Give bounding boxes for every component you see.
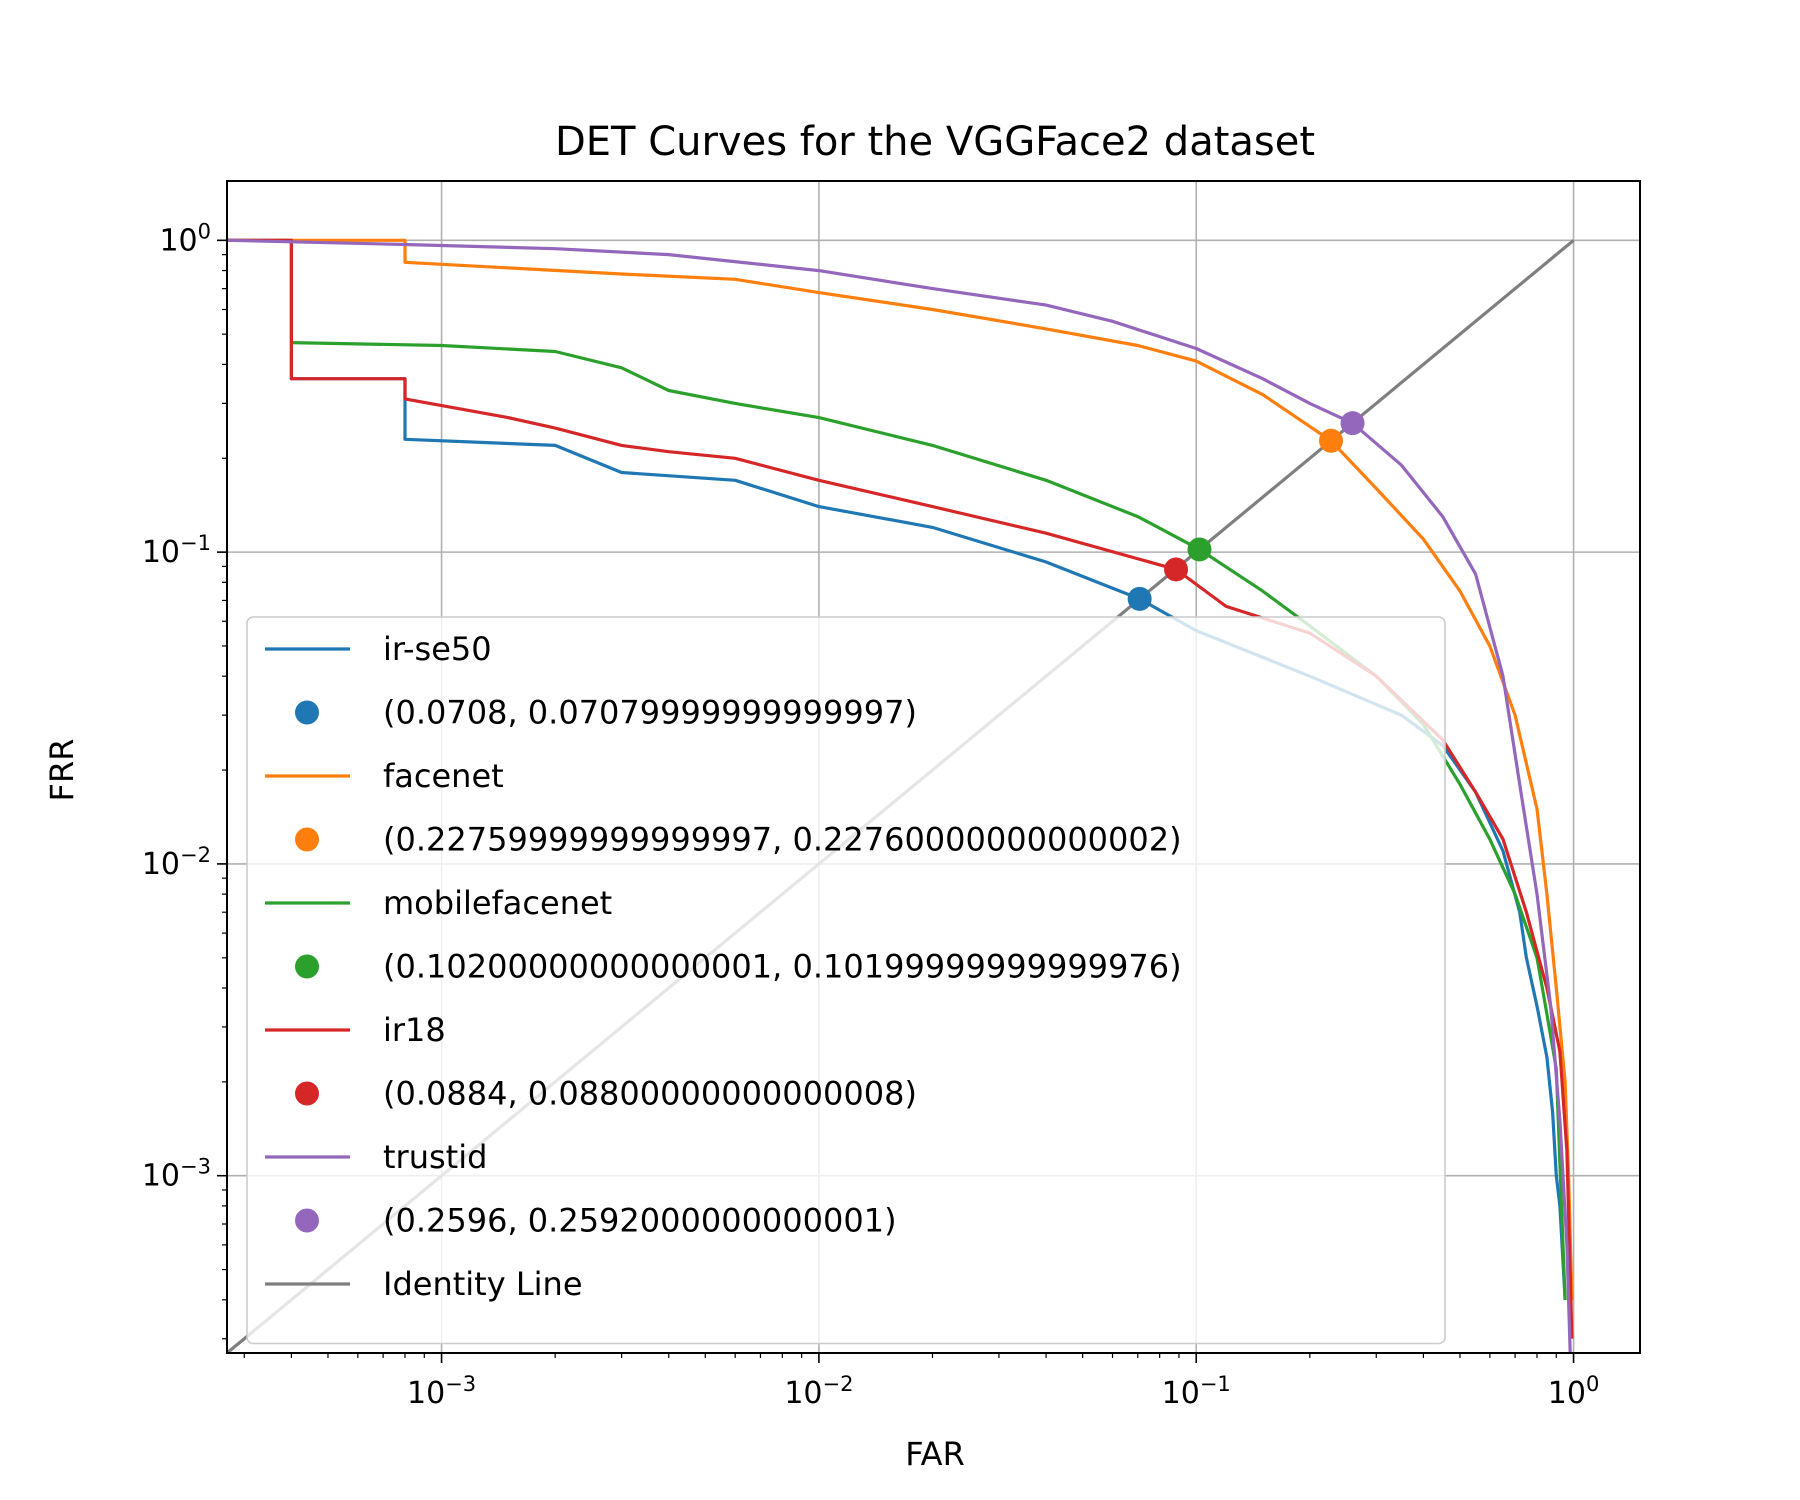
y-axis-label: FRR [43, 739, 81, 802]
legend-label: mobilefacenet [383, 884, 612, 922]
series-line-mobilefacenet [291, 341, 1567, 1300]
legend-label: ir-se50 [383, 630, 492, 668]
x-tick-label: 10−3 [407, 1372, 476, 1411]
legend-marker-swatch [295, 954, 319, 979]
legend-box [246, 616, 1446, 1345]
legend-label: (0.0884, 0.08800000000000008) [383, 1075, 917, 1113]
chart-title: DET Curves for the VGGFace2 dataset [555, 119, 1315, 165]
legend-label: ir18 [383, 1011, 446, 1049]
legend: ir-se50 (0.0708, 0.07079999999999997) face… [246, 616, 1446, 1345]
legend-marker-swatch [295, 827, 319, 852]
legend-marker-swatch [295, 700, 319, 725]
y-tick-label: 10−2 [142, 843, 211, 882]
legend-label: (0.0708, 0.07079999999999997) [383, 694, 917, 732]
legend-label: Identity Line [383, 1265, 583, 1303]
y-tick-label: 100 [159, 219, 211, 258]
legend-label: (0.2596, 0.2592000000000001) [383, 1202, 897, 1240]
legend-marker-swatch [295, 1081, 319, 1106]
ticks-layer: 10−3 10−2 10−1 100 10−3 10−2 10−1 100 [142, 219, 1599, 1411]
eer-point [1164, 557, 1189, 582]
legend-label: facenet [383, 757, 504, 795]
x-tick-label: 10−1 [1162, 1372, 1231, 1411]
legend-label: trustid [383, 1138, 487, 1176]
plot-frame [226, 180, 1641, 1354]
legend-label: (0.22759999999999997, 0.2276000000000000… [383, 821, 1182, 859]
eer-point [1127, 586, 1152, 611]
x-tick-label: 100 [1548, 1372, 1600, 1411]
series-line-ir18 [227, 238, 1574, 1339]
series-line-trustid [227, 238, 1572, 1353]
y-tick-label: 10−1 [142, 531, 211, 570]
legend-label: (0.10200000000000001, 0.1019999999999997… [383, 948, 1182, 986]
eer-point [1340, 411, 1365, 436]
x-axis-label: FAR [905, 1435, 965, 1473]
y-tick-label: 10−3 [142, 1155, 211, 1194]
eer-point [1318, 428, 1343, 453]
eer-point [1187, 537, 1212, 562]
x-tick-label: 10−2 [784, 1372, 853, 1411]
eer-points-layer [1127, 411, 1365, 611]
legend-marker-swatch [295, 1208, 319, 1233]
